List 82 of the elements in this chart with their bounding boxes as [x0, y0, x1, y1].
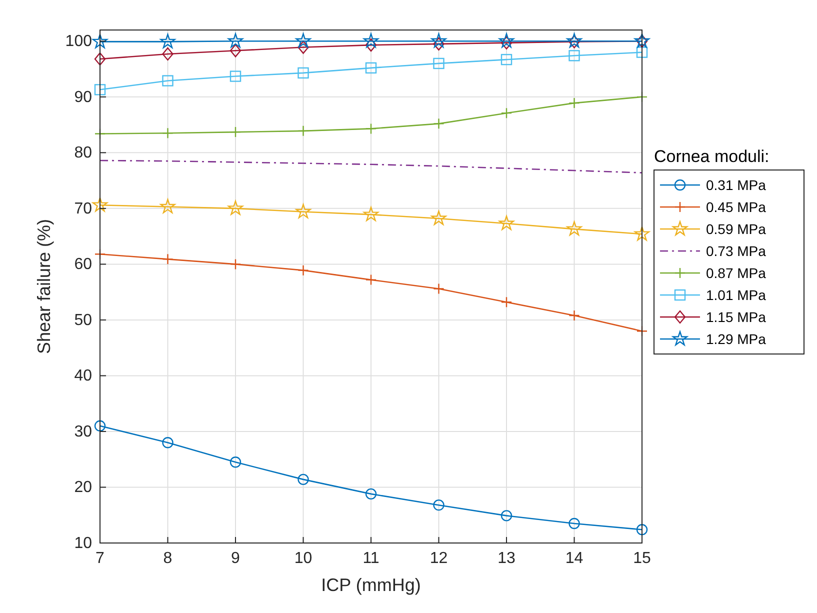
- point: [230, 126, 242, 138]
- x-tick-label: 11: [362, 550, 380, 567]
- point: [298, 264, 309, 276]
- point: [433, 58, 444, 70]
- point: [431, 210, 446, 225]
- point: [92, 34, 108, 48]
- point: [92, 197, 108, 212]
- y-tick-label: 70: [74, 200, 92, 218]
- point: [230, 70, 242, 82]
- x-tick-label: 9: [231, 550, 240, 567]
- point: [230, 44, 242, 58]
- point: [162, 128, 174, 139]
- point: [160, 34, 176, 48]
- point: [634, 226, 650, 241]
- point: [162, 75, 174, 86]
- point: [568, 97, 580, 109]
- point: [296, 33, 311, 48]
- y-tick-label: 10: [74, 535, 92, 552]
- x-tick-label: 13: [498, 550, 516, 567]
- point: [298, 125, 309, 137]
- point: [500, 54, 512, 66]
- point: [500, 510, 512, 522]
- point: [363, 33, 379, 48]
- point: [298, 474, 309, 486]
- point: [365, 274, 377, 286]
- legend-label: 0.87 MPa: [706, 265, 766, 281]
- point: [365, 488, 377, 500]
- legend-title: Cornea moduli:: [654, 147, 770, 166]
- point: [365, 123, 377, 134]
- point: [94, 84, 106, 96]
- y-tick-label: 90: [74, 88, 92, 106]
- legend-label: 1.29 MPa: [706, 331, 766, 347]
- point: [431, 33, 446, 48]
- y-tick-label: 50: [74, 312, 92, 329]
- y-axis-title: Shear failure (%): [34, 218, 54, 354]
- point: [568, 518, 580, 530]
- x-axis-title: ICP (mmHg): [321, 575, 421, 595]
- legend-label: 1.15 MPa: [706, 309, 766, 325]
- point: [433, 499, 444, 511]
- point: [363, 206, 379, 222]
- point: [636, 524, 648, 536]
- y-tick-label: 80: [74, 144, 92, 162]
- point: [500, 107, 512, 119]
- point: [162, 47, 174, 61]
- legend-label: 1.01 MPa: [706, 287, 766, 303]
- x-tick-label: 12: [430, 550, 448, 567]
- point: [498, 216, 514, 230]
- point: [162, 254, 174, 265]
- y-tick-label: 40: [74, 368, 92, 385]
- point: [230, 258, 242, 270]
- point: [228, 200, 244, 215]
- legend-label: 0.59 MPa: [706, 221, 766, 237]
- legend-label: 0.45 MPa: [706, 199, 766, 215]
- point: [298, 67, 309, 79]
- x-tick-label: 10: [294, 550, 312, 567]
- point: [636, 46, 648, 58]
- point: [160, 198, 176, 214]
- line-series: [99, 160, 643, 174]
- y-tick-label: 60: [74, 256, 92, 274]
- point: [498, 33, 514, 48]
- point: [162, 437, 174, 448]
- point: [230, 456, 242, 468]
- legend-label: 0.31 MPa: [706, 177, 766, 193]
- point: [296, 204, 311, 218]
- x-tick-label: 14: [565, 550, 584, 567]
- point: [568, 310, 580, 322]
- point: [228, 33, 244, 48]
- point: [566, 221, 582, 236]
- x-tick-label: 15: [633, 550, 651, 567]
- point: [433, 118, 444, 130]
- legend-label: 0.73 MPa: [706, 243, 766, 259]
- y-tick-label: 20: [74, 479, 92, 496]
- y-tick-label: 30: [74, 423, 92, 440]
- point: [94, 420, 106, 432]
- y-tick-label: 100: [65, 33, 92, 50]
- point: [568, 50, 580, 62]
- point: [365, 62, 377, 74]
- x-tick-label: 7: [96, 550, 105, 567]
- point: [500, 296, 512, 308]
- x-tick-label: 8: [163, 550, 172, 567]
- point: [433, 283, 444, 294]
- point: [94, 52, 106, 66]
